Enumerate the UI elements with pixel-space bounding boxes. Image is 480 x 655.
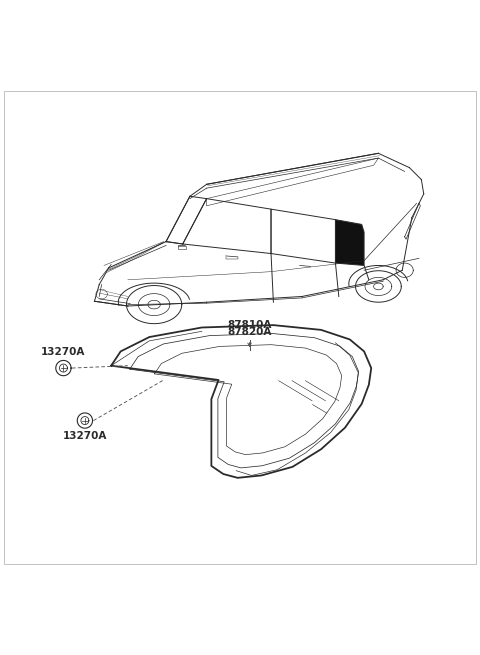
Text: 13270A: 13270A bbox=[41, 347, 85, 357]
Text: 87810A: 87810A bbox=[228, 320, 272, 330]
Text: 13270A: 13270A bbox=[63, 430, 107, 441]
Polygon shape bbox=[336, 219, 364, 265]
Text: 87820A: 87820A bbox=[228, 327, 272, 337]
